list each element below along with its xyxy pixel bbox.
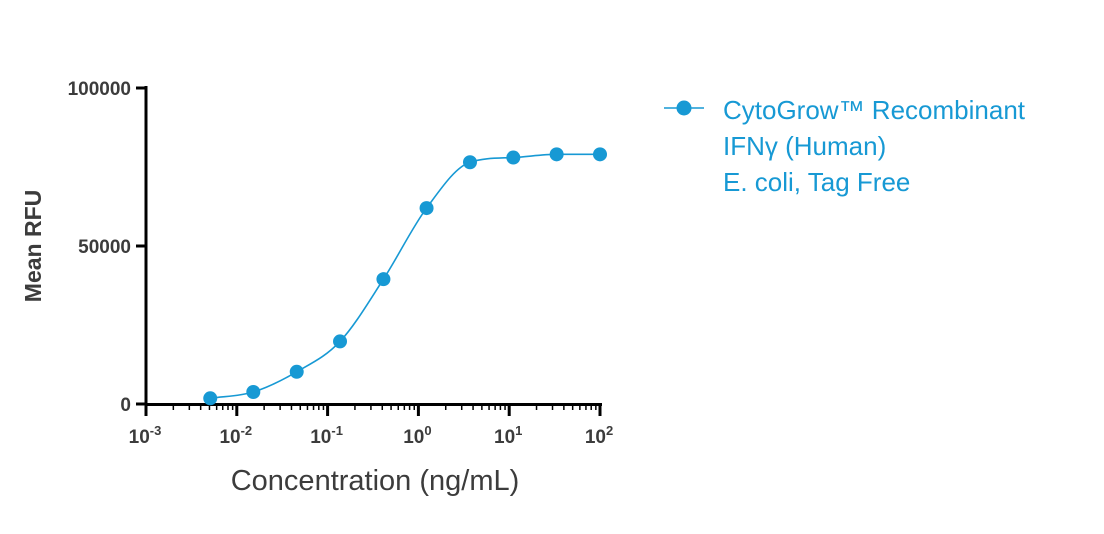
- y-tick-label: 100000: [68, 79, 131, 100]
- data-points: [203, 147, 607, 406]
- data-point: [333, 334, 348, 349]
- x-tick-label: 10-1: [310, 423, 343, 448]
- x-tick-label: 100: [403, 423, 431, 448]
- y-tick-label: 50000: [78, 237, 131, 258]
- y-tick-label: 0: [120, 395, 131, 416]
- x-tick-label: 101: [494, 423, 522, 448]
- legend-marker: [664, 100, 704, 116]
- data-point: [549, 147, 564, 162]
- data-point: [289, 364, 304, 379]
- legend-entry-line: E. coli, Tag Free: [723, 167, 911, 197]
- x-tick-label: 10-3: [129, 423, 162, 448]
- data-point: [593, 147, 607, 162]
- x-ticks: 10-3 10-2 10-1 100 101 102: [129, 404, 613, 448]
- y-axis-title: Mean RFU: [20, 190, 46, 302]
- data-point: [376, 272, 391, 287]
- axes: [144, 86, 602, 406]
- legend-entry: CytoGrow™ Recombinant IFNγ (Human) E. co…: [723, 92, 1104, 200]
- data-point: [462, 155, 477, 170]
- data-point: [203, 391, 218, 406]
- x-axis-title: Concentration (ng/mL): [231, 465, 520, 497]
- y-ticks: 0 50000 100000: [68, 79, 146, 416]
- data-point: [419, 201, 434, 216]
- legend-entry-line: IFNγ (Human): [723, 131, 887, 161]
- legend-entry-line: CytoGrow™ Recombinant: [723, 95, 1025, 125]
- data-point: [506, 150, 521, 165]
- x-tick-label: 10-2: [219, 423, 252, 448]
- fit-curve: [210, 153, 600, 400]
- data-point: [246, 384, 261, 399]
- x-tick-label: 102: [585, 423, 613, 448]
